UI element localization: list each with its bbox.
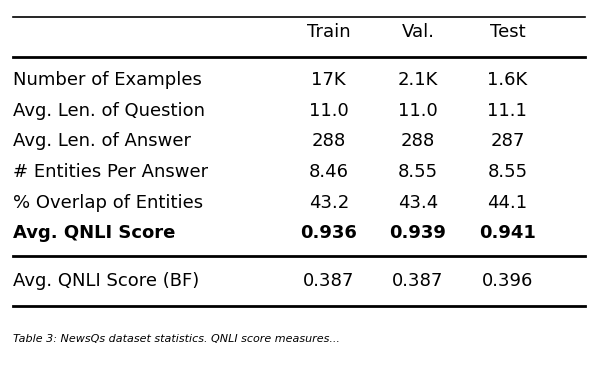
Text: 8.55: 8.55 [487,163,527,181]
Text: Val.: Val. [401,23,435,41]
Text: Avg. Len. of Question: Avg. Len. of Question [13,102,205,120]
Text: 1.6K: 1.6K [487,71,527,89]
Text: 0.936: 0.936 [300,224,357,242]
Text: Table 3: NewsQs dataset statistics. QNLI score measures...: Table 3: NewsQs dataset statistics. QNLI… [13,334,340,344]
Text: Test: Test [490,23,525,41]
Text: 11.0: 11.0 [309,102,349,120]
Text: 0.941: 0.941 [479,224,536,242]
Text: Number of Examples: Number of Examples [13,71,202,89]
Text: 0.396: 0.396 [481,272,533,290]
Text: 288: 288 [401,132,435,150]
Text: 8.46: 8.46 [309,163,349,181]
Text: % Overlap of Entities: % Overlap of Entities [13,194,203,212]
Text: 0.387: 0.387 [392,272,444,290]
Text: 17K: 17K [312,71,346,89]
Text: 11.1: 11.1 [487,102,527,120]
Text: 288: 288 [312,132,346,150]
Text: Avg. Len. of Answer: Avg. Len. of Answer [13,132,191,150]
Text: 11.0: 11.0 [398,102,438,120]
Text: 2.1K: 2.1K [398,71,438,89]
Text: 43.4: 43.4 [398,194,438,212]
Text: 8.55: 8.55 [398,163,438,181]
Text: Train: Train [307,23,350,41]
Text: Avg. QNLI Score: Avg. QNLI Score [13,224,176,242]
Text: 44.1: 44.1 [487,194,527,212]
Text: 43.2: 43.2 [309,194,349,212]
Text: 0.387: 0.387 [303,272,355,290]
Text: 287: 287 [490,132,524,150]
Text: Avg. QNLI Score (BF): Avg. QNLI Score (BF) [13,272,200,290]
Text: # Entities Per Answer: # Entities Per Answer [13,163,209,181]
Text: 0.939: 0.939 [390,224,447,242]
